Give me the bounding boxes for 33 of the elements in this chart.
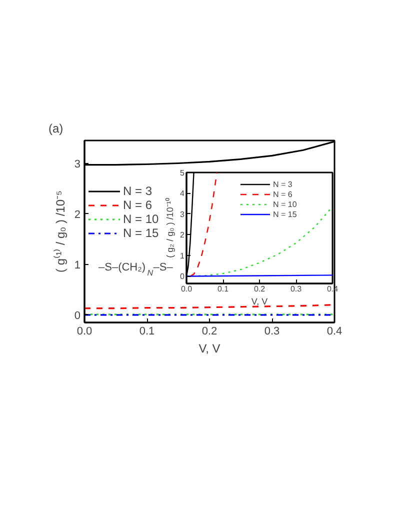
legend-label: N = 15 (123, 226, 159, 240)
y-tick-label: 2 (180, 230, 186, 240)
y-tick-label: 0 (74, 310, 81, 322)
x-axis-title: V, V (198, 342, 220, 356)
y-tick-label: 4 (180, 189, 186, 198)
y-tick-label: 3 (180, 210, 186, 219)
x-tick-label: 0.1 (217, 284, 230, 294)
legend-label: N = 3 (123, 184, 152, 198)
x-tick-label: 0.2 (202, 326, 218, 338)
x-tick-label: 0.2 (254, 284, 266, 294)
y-tick-label: 3 (74, 158, 81, 170)
legend-label: N = 6 (273, 189, 293, 199)
x-tick-label: 0.0 (76, 326, 92, 338)
y-tick-label: 5 (180, 168, 186, 178)
y-tick-label: 0 (180, 272, 186, 282)
x-tick-label: 0.0 (180, 284, 193, 294)
y-axis-title: ( g₂ / g₀ ) /10⁻¹⁰ (165, 198, 176, 258)
text: (a) (48, 122, 64, 136)
x-tick-label: 0.3 (290, 284, 302, 294)
legend-label: N = 15 (273, 209, 297, 219)
legend-label: N = 10 (273, 199, 297, 209)
y-axis-title: ( g⁽¹⁾ / g₀ ) /10⁻⁵ (53, 190, 68, 272)
x-tick-label: 0.1 (139, 326, 155, 338)
x-axis-title: V, V (251, 296, 268, 306)
y-tick-label: 1 (74, 259, 81, 272)
legend-label: N = 6 (123, 198, 152, 212)
legend-label: N = 3 (273, 179, 293, 189)
line-series (190, 172, 218, 277)
y-tick-label: 1 (180, 251, 186, 260)
x-tick-label: 0.4 (326, 326, 342, 338)
y-tick-label: 2 (74, 208, 81, 221)
legend-label: N = 10 (123, 212, 159, 226)
x-tick-label: 0.3 (264, 326, 280, 338)
